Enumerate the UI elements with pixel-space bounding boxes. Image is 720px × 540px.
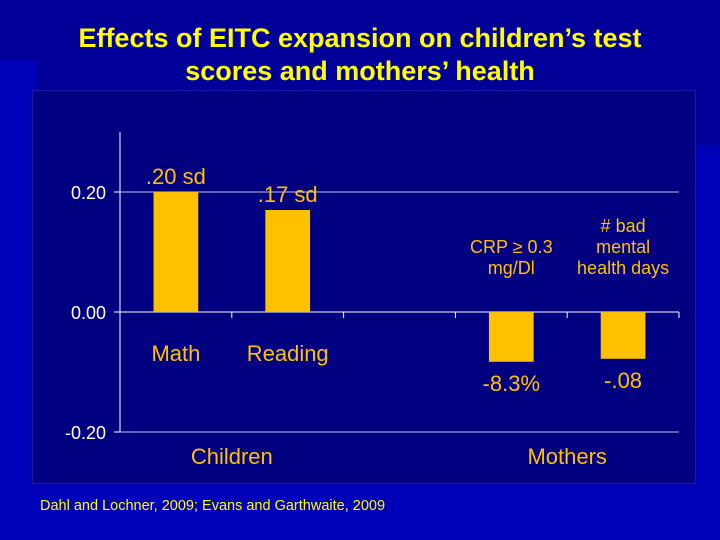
y-tick-label: 0.20	[71, 183, 106, 203]
category-label: Math	[151, 341, 200, 366]
bar	[600, 312, 646, 359]
chart-area: 0.20 0.00 -0.20 .20 sd Math .17 sd Reading -8.3…	[32, 90, 696, 484]
slide-title: Effects of EITC expansion on children’s …	[0, 22, 720, 88]
category-label: health days	[577, 258, 669, 278]
category-label: # bad	[601, 216, 646, 236]
group-label: Children	[191, 444, 273, 469]
category-label: Reading	[247, 341, 329, 366]
slide-title-line-2: scores and mothers’ health	[185, 56, 535, 86]
slide-title-line-1: Effects of EITC expansion on children’s …	[78, 23, 642, 53]
background-band-bottom	[0, 484, 720, 540]
category-label: mg/Dl	[488, 258, 535, 278]
y-tick-label: -0.20	[65, 423, 106, 443]
category-label: CRP ≥ 0.3	[470, 237, 553, 257]
bar-data-label: -8.3%	[483, 371, 540, 396]
bar-chart: 0.20 0.00 -0.20 .20 sd Math .17 sd Reading -8.3…	[65, 132, 680, 469]
bar-data-label: .17 sd	[258, 182, 318, 207]
background-band-left	[0, 60, 38, 540]
source-citation: Dahl and Lochner, 2009; Evans and Garthw…	[40, 498, 386, 514]
category-label: mental	[596, 237, 650, 257]
y-tick-label: 0.00	[71, 303, 106, 323]
bar-data-label: .20 sd	[146, 164, 206, 189]
bar	[153, 192, 199, 312]
group-label: Mothers	[527, 444, 606, 469]
bar	[488, 312, 534, 362]
bar	[265, 210, 311, 312]
bar-data-label: -.08	[604, 368, 642, 393]
